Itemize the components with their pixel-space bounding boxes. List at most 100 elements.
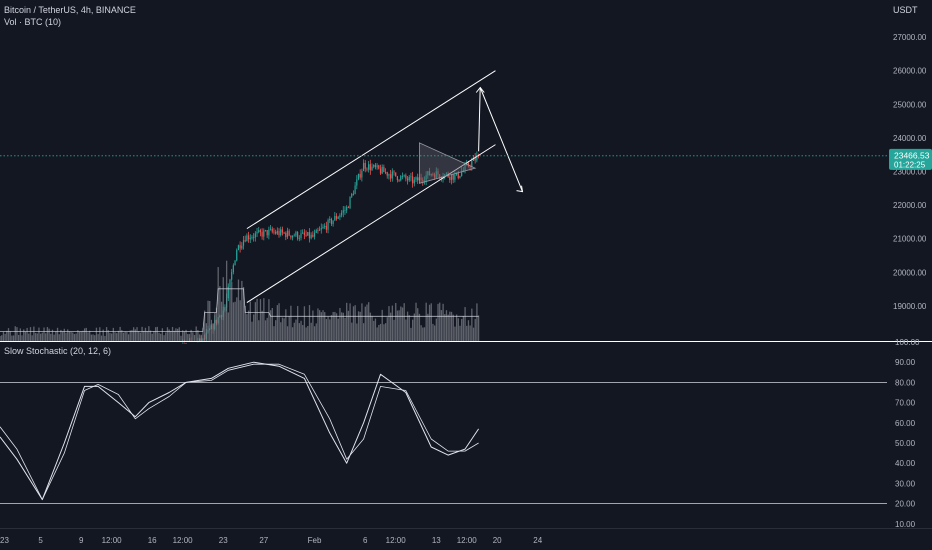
stochastic-line-d xyxy=(0,363,479,500)
volume-ma-line xyxy=(0,288,479,332)
volume-bar xyxy=(224,306,226,341)
volume-bar xyxy=(7,328,10,341)
volume-bar xyxy=(4,333,6,341)
stochastic-tick-label: 50.00 xyxy=(895,439,916,448)
candle-body xyxy=(242,240,245,246)
volume-bar xyxy=(418,313,421,341)
volume-bar xyxy=(351,322,353,341)
volume-bar xyxy=(335,313,338,341)
volume-bar xyxy=(378,324,380,341)
volume-bar xyxy=(386,317,388,341)
volume-bar xyxy=(400,306,402,341)
candle-body xyxy=(433,174,436,178)
candle-body xyxy=(428,171,431,176)
candle-body xyxy=(437,171,439,175)
candle-body xyxy=(369,164,371,171)
volume-bar xyxy=(134,329,136,341)
volume-bar xyxy=(119,326,121,341)
candle-body xyxy=(293,235,295,237)
time-tick-label: 27 xyxy=(259,536,268,545)
stochastic-tick-label: 40.00 xyxy=(895,459,916,468)
up-arrowhead xyxy=(475,86,485,93)
volume-bar xyxy=(302,325,304,341)
volume-bar xyxy=(89,330,91,341)
candle-body xyxy=(452,174,454,180)
volume-bar xyxy=(241,280,243,341)
volume-bar xyxy=(109,332,111,341)
candle-body xyxy=(444,174,446,178)
volume-bar xyxy=(161,328,164,341)
volume-bar xyxy=(352,306,355,341)
candle-body xyxy=(251,237,253,239)
volume-bar xyxy=(131,329,133,341)
volume-bar xyxy=(207,300,209,341)
volume-bar xyxy=(354,305,356,341)
candle-body xyxy=(335,216,338,219)
volume-bar xyxy=(46,327,49,341)
candle-body xyxy=(476,155,478,161)
volume-bar xyxy=(422,327,424,341)
price-tick-label: 26000.00 xyxy=(893,67,927,76)
stochastic-panel xyxy=(0,341,932,529)
volume-bar xyxy=(444,314,446,341)
volume-bar xyxy=(273,326,275,341)
volume-bar xyxy=(447,314,449,341)
stochastic-line-k xyxy=(0,361,480,501)
candle-body xyxy=(295,232,297,236)
volume-bar xyxy=(65,332,67,341)
volume-bar xyxy=(433,325,436,341)
volume-bar xyxy=(359,311,361,341)
price-tag-countdown: 01:22:25 xyxy=(894,160,926,169)
volume-bar xyxy=(450,311,453,341)
volume-bar xyxy=(41,332,43,341)
volume-bar xyxy=(51,329,54,341)
price-tick-label: 24000.00 xyxy=(893,134,927,143)
volume-bar xyxy=(68,331,71,341)
candle-body xyxy=(384,172,387,173)
candle-body xyxy=(420,177,422,180)
volume-bar xyxy=(471,308,473,341)
candle-body xyxy=(408,176,410,181)
volume-bar xyxy=(143,330,145,341)
volume-bar xyxy=(188,334,191,341)
volume-bar xyxy=(200,335,202,341)
volume-bar xyxy=(190,329,192,341)
candle-body xyxy=(339,215,341,218)
volume-bar xyxy=(253,314,255,341)
candle-body xyxy=(234,260,236,266)
stochastic-tick-label: 30.00 xyxy=(895,479,916,488)
volume-bar xyxy=(28,333,30,341)
volume-bar xyxy=(300,320,302,341)
volume-bar xyxy=(254,302,257,341)
time-tick-label: 23 xyxy=(219,536,228,545)
volume-bar xyxy=(452,314,454,341)
candle-body xyxy=(359,173,361,178)
volume-bar xyxy=(325,319,328,341)
candle-body xyxy=(423,180,426,182)
volume-bar xyxy=(332,312,334,341)
volume-bar xyxy=(357,311,360,341)
volume-bar xyxy=(305,327,307,341)
pennant-pattern xyxy=(418,142,477,184)
volume-bar xyxy=(368,302,370,341)
volume-bar xyxy=(318,310,321,341)
stochastic-tick-label: 80.00 xyxy=(895,378,916,387)
candle-body xyxy=(352,193,355,195)
volume-bar xyxy=(258,320,260,341)
volume-bar xyxy=(127,334,130,341)
candle-body xyxy=(259,230,262,233)
volume-bar xyxy=(94,335,96,341)
volume-bar xyxy=(173,330,175,341)
volume-bar xyxy=(455,314,458,341)
volume-bar xyxy=(413,313,415,341)
candle-body xyxy=(398,179,400,181)
volume-bar xyxy=(19,328,21,341)
candle-body xyxy=(268,229,270,236)
volume-bar xyxy=(428,304,431,341)
volume-bar xyxy=(412,319,414,341)
candle-body xyxy=(244,240,246,242)
candle-body xyxy=(182,342,184,344)
volume-bar xyxy=(12,335,15,341)
volume-bar xyxy=(14,326,16,341)
